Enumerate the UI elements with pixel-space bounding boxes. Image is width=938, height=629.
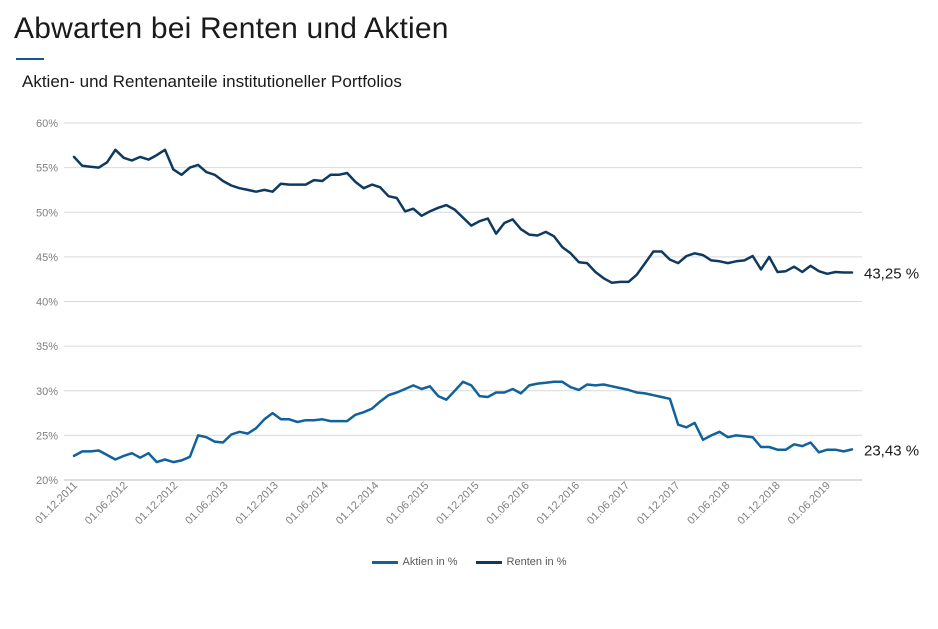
x-tick-label: 01.06.2019 (786, 480, 833, 527)
x-tick-label: 01.06.2014 (284, 480, 331, 527)
legend-swatch-aktien (371, 560, 398, 564)
y-tick-label: 45% (36, 252, 58, 264)
legend: Aktien in % Renten in % (0, 556, 938, 568)
x-axis-tick-labels: 01.12.2011 01.06.2012 01.12.2012 01.06.2013… (33, 480, 833, 527)
y-tick-label: 20% (36, 475, 58, 487)
x-tick-label: 01.06.2013 (183, 480, 230, 527)
legend-label-renten: Renten in % (506, 556, 567, 568)
end-label-aktien: 23,43 % (864, 442, 919, 459)
x-tick-label: 01.06.2016 (484, 480, 531, 527)
x-tick-label: 01.12.2012 (133, 480, 180, 527)
series-lines (72, 148, 854, 464)
x-tick-label: 01.12.2013 (233, 480, 280, 527)
x-tick-label: 01.12.2014 (334, 480, 381, 527)
y-tick-label: 35% (36, 341, 58, 353)
legend-item-aktien[interactable]: Aktien in % (371, 556, 458, 568)
x-tick-label: 01.06.2018 (685, 480, 732, 527)
y-tick-label: 40% (36, 297, 58, 309)
chart-subtitle: Aktien- und Rentenanteile institutionell… (22, 72, 402, 91)
legend-label-aktien: Aktien in % (402, 556, 458, 568)
y-axis-tick-labels: 20% 25% 30% 35% 40% 45% 50% 55% 60% (36, 118, 58, 487)
y-tick-label: 60% (36, 118, 58, 130)
x-tick-label: 01.12.2016 (535, 480, 582, 527)
legend-item-renten[interactable]: Renten in % (475, 556, 567, 568)
x-tick-label: 01.06.2012 (83, 480, 130, 527)
x-tick-label: 01.12.2017 (635, 480, 682, 527)
legend-swatch-renten (475, 560, 502, 564)
series-end-labels: 23,43 % 43,25 % (864, 265, 919, 459)
series-line-aktien (72, 380, 854, 464)
series-line-renten (72, 148, 854, 285)
y-tick-label: 30% (36, 386, 58, 398)
x-tick-label: 01.12.2015 (434, 480, 481, 527)
x-tick-label: 01.06.2015 (384, 480, 431, 527)
x-tick-label: 01.06.2017 (585, 480, 632, 527)
end-label-renten: 43,25 % (864, 265, 919, 282)
y-tick-label: 50% (36, 207, 58, 219)
y-tick-label: 25% (36, 430, 58, 442)
title-accent-rule (16, 58, 44, 60)
y-tick-label: 55% (36, 163, 58, 175)
chart-title: Abwarten bei Renten und Aktien (14, 12, 449, 45)
x-tick-label: 01.12.2018 (735, 480, 782, 527)
gridlines (64, 122, 862, 481)
